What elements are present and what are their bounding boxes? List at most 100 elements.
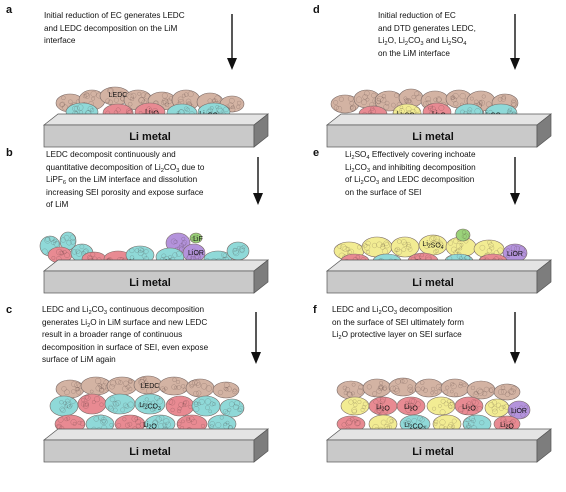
ledc-particle xyxy=(106,376,138,396)
down-arrow-icon xyxy=(251,312,261,364)
phase-label: LiF xyxy=(193,236,203,243)
lior-particle xyxy=(502,243,528,263)
phase-label: Li2O xyxy=(500,422,514,431)
li-metal-label: Li metal xyxy=(129,446,171,458)
panel-caption: Initial reduction of EC and DTD generate… xyxy=(378,11,476,58)
down-arrow-icon xyxy=(253,157,263,205)
li2co3-particle xyxy=(226,241,250,261)
phase-label: Li2O xyxy=(462,404,476,413)
sei-scene: LEDCLi2OLi2CO3Li metal xyxy=(42,86,270,148)
li-metal-slab: Li metal xyxy=(325,259,553,294)
li2co3-particle xyxy=(219,398,245,418)
panel-c: c LEDC and Li2CO3 continuous decompositi… xyxy=(0,300,283,492)
li2co3-particle xyxy=(134,393,166,415)
sei-scene: Li2SO4Li2OLi2CO3Li metal xyxy=(325,88,553,148)
sei-particles: Li2OLi2OLi2OLi2CO3Li2OLiOR xyxy=(336,377,531,434)
panel-caption: LEDC and Li2CO3 decomposition on the sur… xyxy=(332,305,464,341)
sei-scene: Li2SO4Li2OLiORLi metal xyxy=(325,228,553,294)
ledc-particle xyxy=(336,380,366,400)
panel-caption: Li2SO4 Effectively covering inchoate Li2… xyxy=(345,150,476,197)
li2co3-particle xyxy=(462,414,492,434)
ledc-particle xyxy=(80,376,112,396)
li-metal-label: Li metal xyxy=(129,277,171,289)
ledc-particle xyxy=(362,378,392,398)
ledc-particle xyxy=(158,376,190,396)
li-metal-slab: Li metal xyxy=(42,113,270,148)
panel-letter: b xyxy=(6,147,13,159)
ledc-particle xyxy=(212,381,240,399)
li-metal-label: Li metal xyxy=(412,446,454,458)
lior-particle xyxy=(507,400,531,420)
li-metal-label: Li metal xyxy=(412,277,454,289)
ledc-particle xyxy=(353,89,381,109)
phase-label: LEDC xyxy=(109,92,128,99)
panel-e: e Li2SO4 Effectively covering inchoate L… xyxy=(283,143,566,307)
li2so4-particle xyxy=(368,414,398,434)
panel-caption: Initial reduction of EC generates LEDC a… xyxy=(44,11,185,45)
phase-label: LiOR xyxy=(507,251,523,258)
down-arrow-icon xyxy=(227,14,237,70)
panel-letter: c xyxy=(6,304,13,316)
phase-label: LEDC xyxy=(141,383,160,390)
li2o-particle xyxy=(454,396,484,416)
li2so4-particle xyxy=(484,398,510,418)
li-metal-label: Li metal xyxy=(129,131,171,143)
li-metal-slab: Li metal xyxy=(325,113,553,148)
sei-scene: LEDC Li2CO3 Li2O Li metal xyxy=(42,375,270,463)
panel-caption: LEDC and Li2CO3 continuous decomposition… xyxy=(42,305,209,364)
li2o-particle xyxy=(54,414,86,434)
li2co3-particle xyxy=(49,395,79,417)
li2o-particle xyxy=(77,393,107,415)
phase-label: Li2CO3 xyxy=(139,402,161,412)
panel-f: f LEDC and Li2CO3 decomposition on the s… xyxy=(283,300,566,492)
li2o-particle xyxy=(396,396,426,416)
panel-letter: f xyxy=(313,304,317,316)
li2co3-particle xyxy=(104,393,136,415)
panel-d: d Initial reduction of EC and DTD genera… xyxy=(283,0,566,164)
down-arrow-icon xyxy=(510,14,520,70)
li-metal-label: Li metal xyxy=(412,131,454,143)
phase-label: Li2O xyxy=(404,404,418,413)
ledc-particle xyxy=(330,94,360,114)
li-metal-slab: Li metal xyxy=(42,259,270,294)
li2so4-particle xyxy=(426,396,456,416)
ledc-particle xyxy=(466,380,496,400)
ledc-particle xyxy=(493,383,521,401)
li2o-particle xyxy=(493,415,521,433)
down-arrow-icon xyxy=(510,157,520,205)
li-metal-slab: Li metal xyxy=(325,428,553,463)
panel-caption: LEDC decomposit continuously and quantit… xyxy=(46,150,205,209)
ledc-particle xyxy=(388,377,418,397)
li2o-particle xyxy=(165,395,195,417)
li2so4-particle xyxy=(340,396,370,416)
ledc-particle xyxy=(185,378,215,398)
phase-label: Li2O xyxy=(376,404,390,413)
li2co3-particle xyxy=(399,414,431,434)
li2co3-particle xyxy=(191,395,221,417)
ledc-particle xyxy=(374,90,404,112)
ledc-particle xyxy=(414,378,444,398)
phase-label: Li2SO4 xyxy=(422,241,443,251)
li-metal-slab: Li metal xyxy=(42,428,270,463)
phase-label: LiOR xyxy=(188,250,204,257)
phase-label: Li2O xyxy=(143,422,157,431)
li2so4-particle xyxy=(432,414,462,434)
down-arrow-icon xyxy=(510,312,520,364)
panel-letter: a xyxy=(6,4,13,16)
sei-scene: Li2OLi2OLi2OLi2CO3Li2OLiORLi metal xyxy=(325,377,553,463)
panel-letter: e xyxy=(313,147,320,159)
panel-a: a Initial reduction of EC generates LEDC… xyxy=(0,0,283,164)
ledc-particle xyxy=(55,379,85,399)
sei-scene: LiFLiORLi2OLi2CO3Li metal xyxy=(39,231,270,294)
lif-particle xyxy=(455,228,471,242)
ledc-particle xyxy=(440,378,470,398)
li2so4-particle xyxy=(445,236,477,258)
lif-particle xyxy=(189,232,203,244)
sei-particles: LEDC Li2CO3 Li2O xyxy=(49,375,245,434)
panel-letter: d xyxy=(313,4,320,16)
phase-label: LiOR xyxy=(511,408,527,415)
li2co3-particle xyxy=(144,414,176,434)
ledc-particle xyxy=(398,88,424,108)
li2o-particle xyxy=(368,396,398,416)
panel-b: b LEDC decomposit continuously and quant… xyxy=(0,143,283,307)
